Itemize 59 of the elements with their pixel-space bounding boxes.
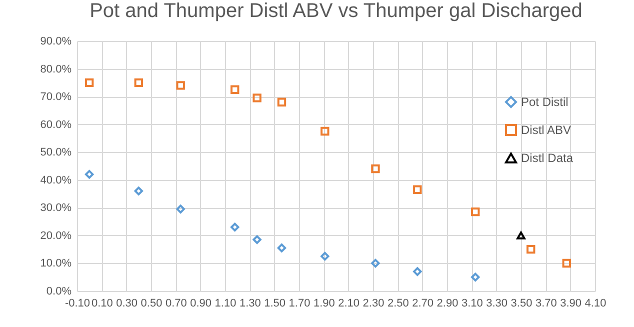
x-tick-label: 0.30	[116, 298, 138, 310]
y-tick-label: 50.0%	[40, 146, 72, 159]
point	[252, 94, 262, 102]
point	[176, 204, 185, 214]
point	[371, 164, 380, 174]
point	[526, 244, 536, 254]
x-tick-label: 0.90	[190, 298, 212, 310]
x-tick-label: 1.10	[214, 298, 236, 310]
y-tick-label: 80.0%	[40, 63, 72, 76]
y-tick-label: 0.0%	[46, 286, 72, 298]
x-tick-label: 1.30	[239, 298, 261, 310]
x-tick-label: 1.50	[264, 298, 286, 310]
legend-label: Distl Data	[521, 151, 574, 165]
point	[371, 258, 380, 268]
x-tick-label: -0.10	[64, 298, 90, 310]
point	[230, 85, 240, 94]
x-tick-label: 0.70	[165, 298, 187, 310]
point	[516, 232, 526, 240]
x-tick-label: 3.70	[535, 298, 557, 310]
x-tick-label: 2.90	[436, 298, 458, 310]
point	[413, 267, 422, 276]
point	[413, 185, 422, 194]
x-tick-label: 3.50	[510, 298, 532, 310]
y-tick-label: 40.0%	[40, 174, 72, 186]
x-tick-label: 3.30	[486, 298, 508, 310]
x-tick-label: 2.30	[362, 298, 384, 310]
point	[252, 235, 262, 244]
point	[277, 244, 286, 252]
y-tick-label: 60.0%	[40, 118, 72, 131]
chart-title: Pot and Thumper Distl ABV vs Thumper gal Discharged	[90, 0, 582, 22]
x-tick-label: 3.90	[560, 298, 582, 310]
point	[471, 207, 480, 216]
x-tick-label: 0.50	[140, 298, 162, 310]
x-tick-label: 2.50	[387, 298, 409, 310]
y-tick-label: 90.0%	[40, 36, 72, 48]
x-tick-label: 1.70	[288, 298, 310, 310]
y-tick-label: 20.0%	[40, 230, 72, 242]
point	[134, 186, 144, 196]
legend-label: Distl ABV	[521, 123, 572, 137]
point	[230, 222, 240, 232]
y-tick-label: 10.0%	[40, 258, 72, 270]
x-tick-label: 0.10	[91, 298, 113, 310]
y-tick-label: 70.0%	[40, 91, 72, 104]
x-tick-label: 1.90	[313, 298, 335, 310]
point	[562, 258, 571, 268]
point	[320, 126, 330, 136]
x-tick-label: 4.10	[584, 298, 606, 310]
legend-label: Pot Distil	[521, 95, 568, 109]
x-tick-label: 2.70	[412, 298, 434, 310]
x-tick-label: 3.10	[461, 298, 483, 310]
y-tick-label: 30.0%	[40, 202, 72, 214]
point	[84, 170, 94, 179]
point	[320, 252, 330, 261]
point	[277, 98, 286, 106]
point	[134, 78, 144, 88]
point	[176, 81, 185, 90]
point	[471, 272, 480, 282]
x-tick-label: 2.10	[338, 298, 360, 310]
point	[84, 78, 94, 88]
